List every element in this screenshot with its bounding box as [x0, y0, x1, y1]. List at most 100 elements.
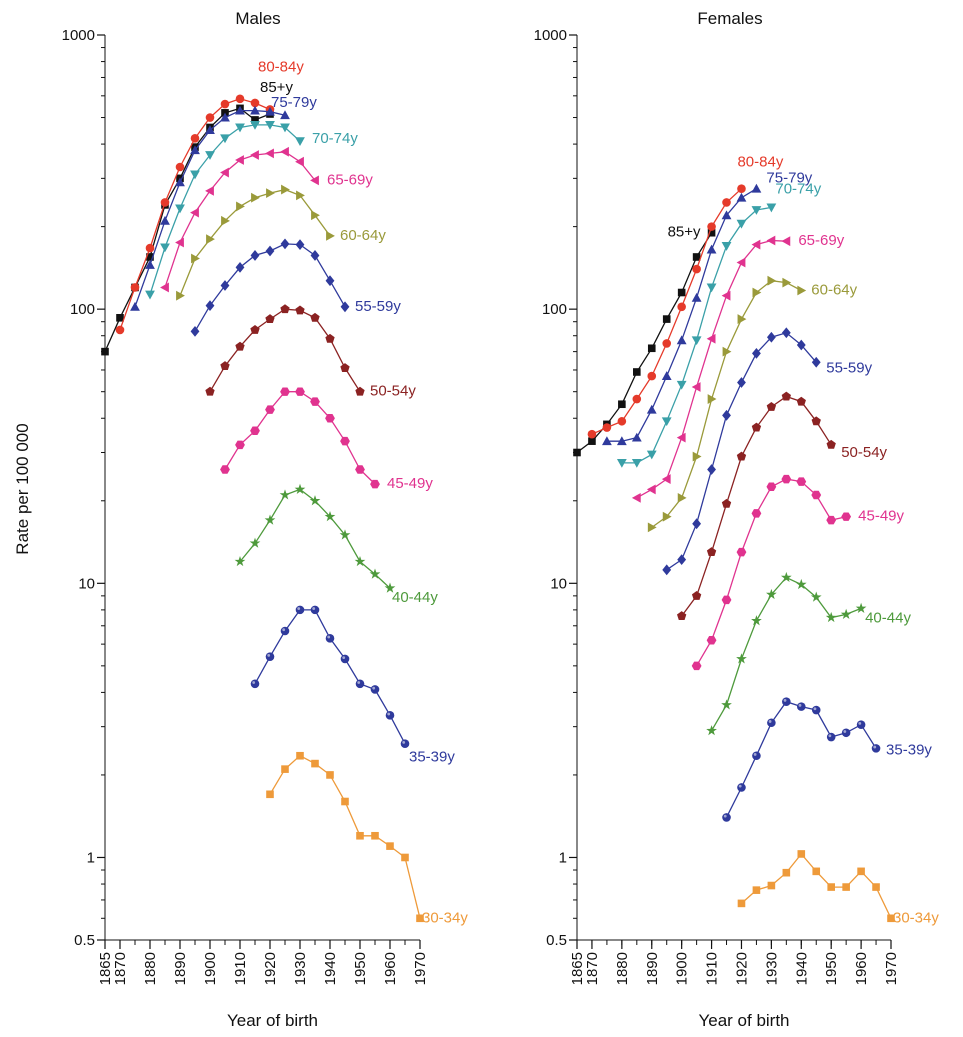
data-point — [311, 759, 319, 768]
data-point — [752, 347, 761, 359]
data-point — [810, 591, 822, 602]
data-point — [340, 363, 350, 372]
data-point — [325, 414, 335, 423]
data-point — [190, 325, 200, 337]
data-point — [101, 347, 109, 356]
data-point — [782, 277, 792, 288]
data-point — [371, 831, 379, 840]
data-point — [751, 239, 761, 250]
data-point — [677, 302, 686, 312]
data-point — [631, 492, 641, 503]
series-label: 40-44y — [865, 609, 911, 626]
data-point — [175, 204, 185, 214]
data-point — [691, 382, 701, 392]
data-point — [130, 283, 140, 292]
data-point-highlight — [297, 607, 301, 610]
series-40-44y: 40-44y — [706, 571, 911, 736]
data-point — [722, 409, 731, 421]
x-tick-label: 1865 — [97, 952, 114, 985]
data-point — [175, 237, 184, 248]
data-point — [325, 333, 335, 343]
data-point — [280, 304, 290, 314]
data-point — [752, 287, 762, 298]
series-65-69y: 65-69y — [631, 232, 845, 503]
data-point — [841, 512, 852, 521]
series-label: 60-64y — [340, 227, 386, 244]
data-point — [751, 183, 762, 193]
data-point — [633, 368, 641, 376]
series-35-39y: 35-39y — [722, 697, 932, 822]
data-point — [767, 718, 776, 728]
data-point-highlight — [843, 730, 847, 733]
data-point — [341, 797, 349, 806]
data-point — [662, 564, 672, 576]
data-point — [751, 509, 762, 518]
data-point — [766, 203, 777, 213]
data-point — [707, 222, 716, 231]
data-point — [340, 654, 350, 664]
series-line — [239, 488, 391, 589]
y-tick-label: 1000 — [62, 27, 95, 44]
y-tick-label: 100 — [542, 301, 567, 318]
data-point — [766, 482, 777, 491]
data-point — [220, 112, 230, 122]
data-point — [796, 396, 806, 406]
series-label: 85+y — [260, 79, 293, 96]
data-point — [736, 219, 747, 229]
data-point — [706, 244, 717, 254]
series-label: 60-64y — [811, 281, 857, 298]
data-point — [205, 113, 215, 122]
data-point — [797, 285, 807, 296]
data-point — [295, 305, 305, 315]
data-point — [707, 394, 717, 404]
data-point — [220, 361, 230, 371]
series-line — [209, 308, 361, 393]
data-point-highlight — [753, 753, 757, 756]
data-point — [736, 192, 747, 202]
series-label: 35-39y — [886, 741, 932, 758]
data-point — [356, 831, 364, 840]
series-line — [149, 124, 301, 295]
data-point — [384, 582, 396, 593]
data-point-highlight — [327, 635, 331, 639]
data-point — [692, 264, 701, 274]
series-label: 30-34y — [893, 909, 939, 926]
data-point — [145, 290, 155, 300]
data-point — [340, 436, 350, 446]
series-label: 45-49y — [387, 475, 433, 492]
data-point — [250, 679, 260, 689]
data-point — [280, 146, 289, 157]
series-label: 80-84y — [258, 58, 304, 75]
data-point — [265, 106, 275, 116]
series-label: 35-39y — [409, 749, 455, 766]
data-point — [235, 262, 245, 273]
x-tick-label: 1880 — [614, 952, 631, 985]
data-point — [205, 386, 215, 396]
series-50-54y: 50-54y — [205, 304, 416, 400]
x-tick-label: 1910 — [704, 952, 721, 985]
data-point — [235, 341, 245, 351]
data-point — [766, 402, 777, 411]
series-label: 40-44y — [392, 589, 438, 606]
data-point — [251, 116, 259, 124]
data-point — [661, 417, 672, 427]
x-tick-label: 1910 — [232, 952, 249, 985]
data-point — [707, 464, 716, 475]
x-tick-label: 1870 — [584, 952, 601, 985]
series-55-59y: 55-59y — [662, 327, 873, 576]
series-line — [696, 478, 847, 667]
data-point — [766, 588, 777, 600]
data-point — [872, 883, 880, 891]
data-point — [782, 868, 791, 877]
data-point — [677, 288, 686, 297]
data-point — [235, 105, 245, 115]
data-point — [266, 790, 274, 799]
series-label: 70-74y — [312, 130, 358, 147]
y-tick-label: 0.5 — [74, 932, 95, 949]
data-point — [220, 280, 230, 291]
series-line — [636, 239, 787, 499]
data-point — [310, 250, 320, 261]
data-point — [401, 853, 409, 862]
series-line — [104, 107, 271, 352]
data-point-highlight — [738, 784, 742, 788]
